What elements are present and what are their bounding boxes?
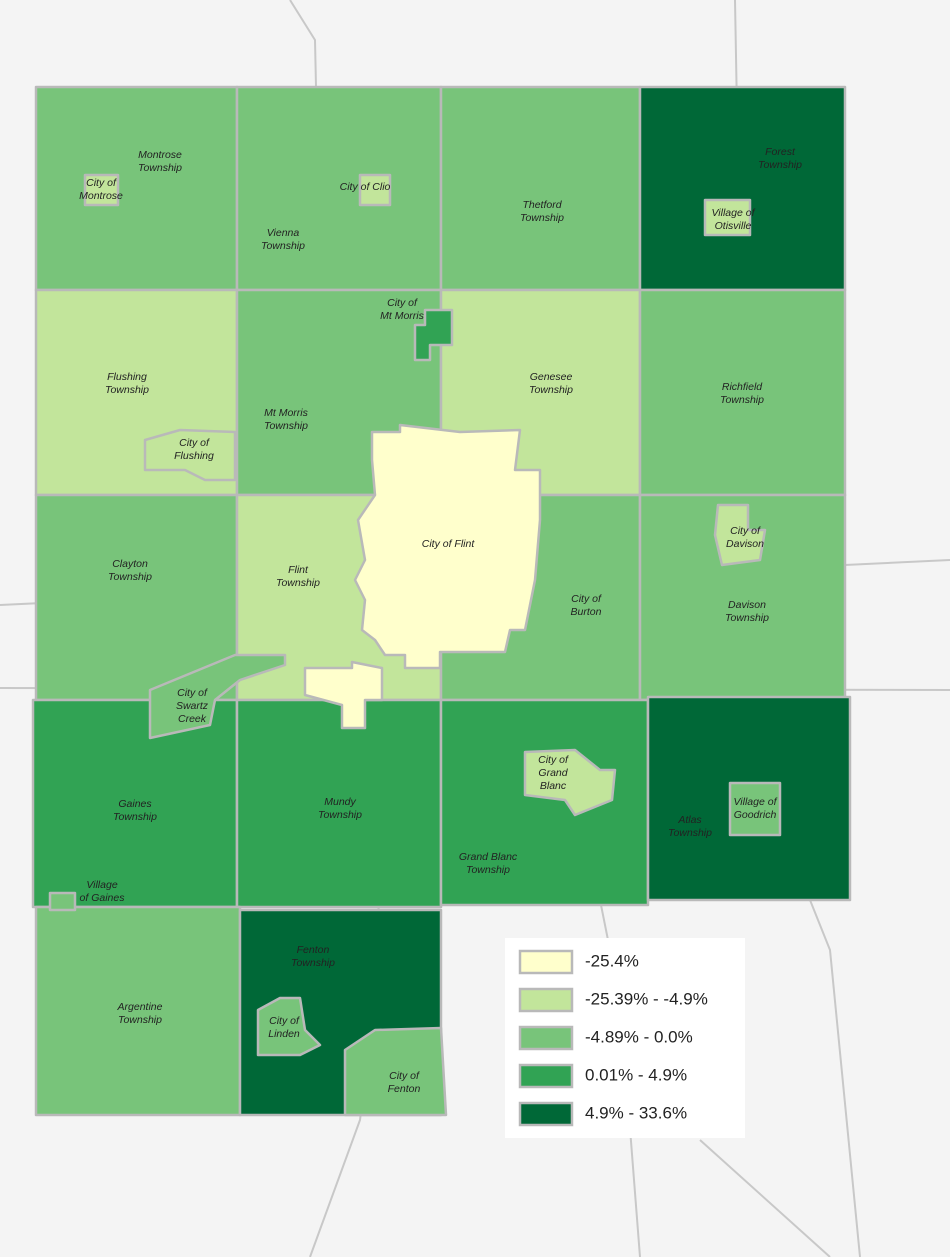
region-shape [703, 198, 752, 237]
region-shape [143, 428, 237, 482]
region-label: Township [720, 394, 764, 406]
region-label: Thetford [522, 199, 562, 211]
region-label: Township [466, 864, 510, 876]
region-label: Davison [726, 538, 764, 550]
region-label: Mt Morris [380, 310, 424, 322]
region-label: Township [318, 809, 362, 821]
region-label: Flint [288, 564, 309, 576]
region-label: Richfield [722, 381, 763, 393]
region-label: City of [571, 593, 602, 605]
region-label: Fenton [297, 944, 330, 956]
legend-label: 4.9% - 33.6% [585, 1103, 687, 1122]
region-shape [713, 503, 767, 567]
legend-swatch [518, 1101, 574, 1127]
region-label: Township [108, 571, 152, 583]
region-label: Village [86, 879, 117, 891]
region-label: Fenton [388, 1083, 421, 1095]
region-label: Flushing [174, 450, 214, 462]
region-label: Argentine [117, 1001, 163, 1013]
region-label: Genesee [530, 371, 573, 383]
legend-swatch [518, 987, 574, 1013]
region-shape [353, 423, 542, 670]
region-shape [303, 660, 384, 730]
region-label: City of [269, 1015, 300, 1027]
region-label: City of [86, 177, 117, 189]
region-label: Otisville [715, 220, 752, 232]
region-label: Vienna [267, 227, 300, 239]
region-shape [358, 173, 392, 207]
region-label: Atlas [677, 814, 702, 826]
region-label: Township [529, 384, 573, 396]
region-label: Montrose [138, 149, 182, 161]
region-shape [83, 173, 120, 207]
region-label: Township [725, 612, 769, 624]
legend-swatch [518, 1025, 574, 1051]
region-label: Township [758, 159, 802, 171]
region-label: Township [105, 384, 149, 396]
region-label: Burton [571, 606, 602, 618]
region-label: Clayton [112, 558, 148, 570]
region-label: Village of [711, 207, 755, 219]
region-label: Township [261, 240, 305, 252]
region-label: Gaines [118, 798, 152, 810]
region-label: City of Clio [340, 181, 391, 193]
region-label: Township [264, 420, 308, 432]
region-label: Linden [268, 1028, 300, 1040]
legend-swatch [518, 1063, 574, 1089]
region-labels: MontroseTownshipViennaTownshipThetfordTo… [79, 146, 802, 1095]
region-shape [48, 891, 77, 912]
region-shape [413, 308, 454, 362]
region-label: Creek [178, 713, 207, 725]
legend-label: -25.4% [585, 951, 639, 970]
legend-label: 0.01% - 4.9% [585, 1065, 687, 1084]
region-shape [638, 85, 847, 292]
region-label: of Gaines [80, 892, 126, 904]
region-label: City of Flint [422, 538, 476, 550]
region-shape [148, 653, 287, 740]
region-label: Township [520, 212, 564, 224]
region-shape [256, 996, 322, 1057]
region-shape [439, 85, 642, 292]
region-label: Goodrich [734, 809, 777, 821]
region-label: City of [179, 437, 210, 449]
legend-label: -4.89% - 0.0% [585, 1027, 693, 1046]
region-shape [439, 698, 650, 907]
region-label: Township [138, 162, 182, 174]
legend: -25.4% -25.39% - -4.9% -4.89% - 0.0% 0.01% … [518, 949, 708, 1127]
region-label: Forest [765, 146, 796, 158]
region-label: City of [538, 754, 569, 766]
legend-label: -25.39% - -4.9% [585, 989, 708, 1008]
region-label: Mundy [324, 796, 356, 808]
region-label: Davison [728, 599, 766, 611]
region-label: City of [389, 1070, 420, 1082]
region-shape [523, 748, 617, 817]
region-label: Township [276, 577, 320, 589]
region-label: Flushing [107, 371, 147, 383]
region-label: City of [177, 687, 208, 699]
region-label: Township [113, 811, 157, 823]
region-label: Township [668, 827, 712, 839]
regions [31, 85, 852, 1117]
region-label: Montrose [79, 190, 123, 202]
region-label: Village of [733, 796, 777, 808]
legend-swatch [518, 949, 574, 975]
region-label: Township [291, 957, 335, 969]
region-label: Blanc [540, 780, 567, 792]
region-label: Township [118, 1014, 162, 1026]
region-label: City of [387, 297, 418, 309]
region-label: City of [730, 525, 761, 537]
region-shape [343, 1026, 448, 1117]
region-label: Grand Blanc [459, 851, 518, 863]
region-shape [728, 781, 782, 837]
region-shape [34, 85, 239, 292]
region-label: Grand [538, 767, 568, 779]
region-label: Mt Morris [264, 407, 308, 419]
region-label: Swartz [176, 700, 209, 712]
